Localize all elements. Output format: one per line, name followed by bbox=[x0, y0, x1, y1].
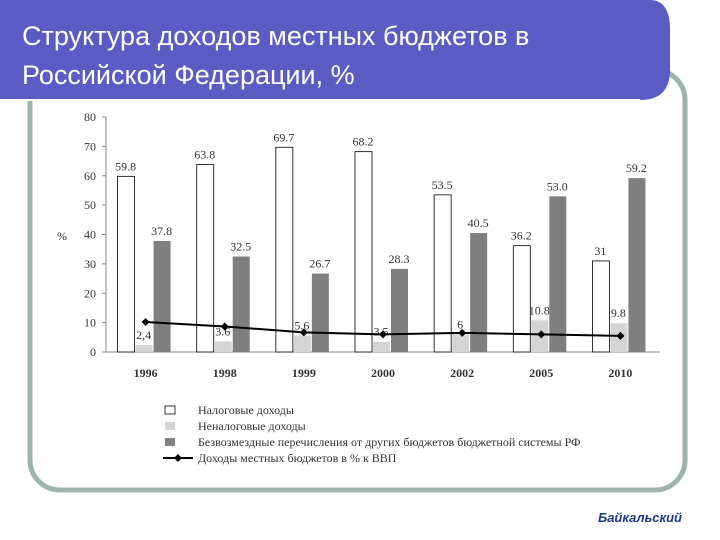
value-label: 5.6 bbox=[294, 319, 309, 333]
y-tick-label: 0 bbox=[90, 345, 96, 359]
value-label: 37.8 bbox=[151, 224, 172, 238]
bar bbox=[196, 164, 215, 353]
bar bbox=[232, 256, 250, 352]
y-tick-label: 60 bbox=[84, 169, 96, 183]
title-banner bbox=[0, 0, 670, 100]
bar bbox=[354, 151, 373, 353]
value-label: 59.2 bbox=[626, 161, 647, 175]
x-tick-label: 2005 bbox=[529, 366, 553, 380]
y-tick-label: 80 bbox=[84, 110, 96, 124]
value-label: 26.7 bbox=[309, 257, 330, 271]
marker bbox=[616, 331, 625, 340]
y-tick-label: 50 bbox=[84, 198, 96, 212]
title: Структура доходов местных бюджетов в Росс… bbox=[22, 21, 529, 90]
bar bbox=[628, 178, 646, 352]
bar bbox=[135, 344, 153, 352]
marker bbox=[141, 318, 150, 327]
value-label: 40.5 bbox=[468, 216, 489, 230]
marker bbox=[458, 328, 467, 337]
bar bbox=[512, 245, 531, 353]
y-tick-label: 10 bbox=[84, 316, 96, 330]
value-label: 32.5 bbox=[230, 240, 251, 254]
marker bbox=[379, 330, 387, 339]
value-label: 9.8 bbox=[611, 306, 626, 320]
x-tick-label: 1996 bbox=[134, 366, 158, 380]
marker bbox=[220, 322, 229, 331]
value-label: 53.0 bbox=[547, 179, 568, 193]
legend-label: Доходы местных бюджетов в % к ВВП bbox=[198, 451, 397, 465]
value-label: 31 bbox=[594, 244, 606, 258]
bar bbox=[452, 334, 470, 352]
legend-label: Налоговые доходы bbox=[198, 403, 294, 417]
value-label: 6 bbox=[457, 317, 463, 331]
y-axis-label: % bbox=[57, 229, 67, 243]
x-tick-label: 2002 bbox=[450, 366, 474, 380]
bar bbox=[214, 341, 232, 352]
legend-swatch bbox=[174, 454, 182, 462]
y-tick-label: 70 bbox=[84, 139, 96, 153]
legend-swatch bbox=[165, 422, 175, 430]
logo: Байкальский bbox=[598, 510, 682, 525]
bar bbox=[549, 196, 567, 352]
value-label: 69.7 bbox=[273, 130, 294, 144]
bar bbox=[293, 335, 311, 352]
value-label: 68.2 bbox=[353, 135, 374, 149]
value-label: 3.5 bbox=[374, 325, 389, 339]
marker bbox=[299, 328, 308, 337]
y-tick-label: 20 bbox=[84, 286, 96, 300]
y-tick-label: 30 bbox=[84, 257, 96, 271]
value-label: 59.8 bbox=[115, 159, 136, 173]
value-label: 2,4 bbox=[136, 328, 151, 342]
legend-label: Неналоговые доходы bbox=[198, 419, 306, 433]
value-label: 53.5 bbox=[432, 178, 453, 192]
x-tick-label: 1999 bbox=[292, 366, 316, 380]
bar bbox=[117, 175, 135, 353]
x-tick-label: 2010 bbox=[608, 366, 632, 380]
value-label: 10.8 bbox=[529, 303, 550, 317]
bar bbox=[373, 341, 390, 352]
x-tick-label: 2000 bbox=[371, 366, 395, 380]
x-tick-label: 1998 bbox=[213, 366, 237, 380]
marker bbox=[537, 330, 546, 339]
value-label: 63.8 bbox=[194, 148, 215, 162]
legend-swatch bbox=[165, 438, 175, 446]
bar bbox=[311, 273, 329, 352]
value-label: 36.2 bbox=[511, 229, 532, 243]
value-label: 28.3 bbox=[389, 252, 410, 266]
bar bbox=[592, 260, 610, 353]
bar bbox=[153, 240, 171, 352]
bar bbox=[275, 146, 294, 353]
legend-swatch bbox=[164, 405, 176, 415]
y-tick-label: 40 bbox=[84, 228, 96, 242]
bar bbox=[391, 268, 408, 352]
legend-label: Безвозмездные перечисления от других бюд… bbox=[198, 435, 581, 449]
bar bbox=[470, 233, 488, 352]
bar bbox=[433, 194, 452, 353]
